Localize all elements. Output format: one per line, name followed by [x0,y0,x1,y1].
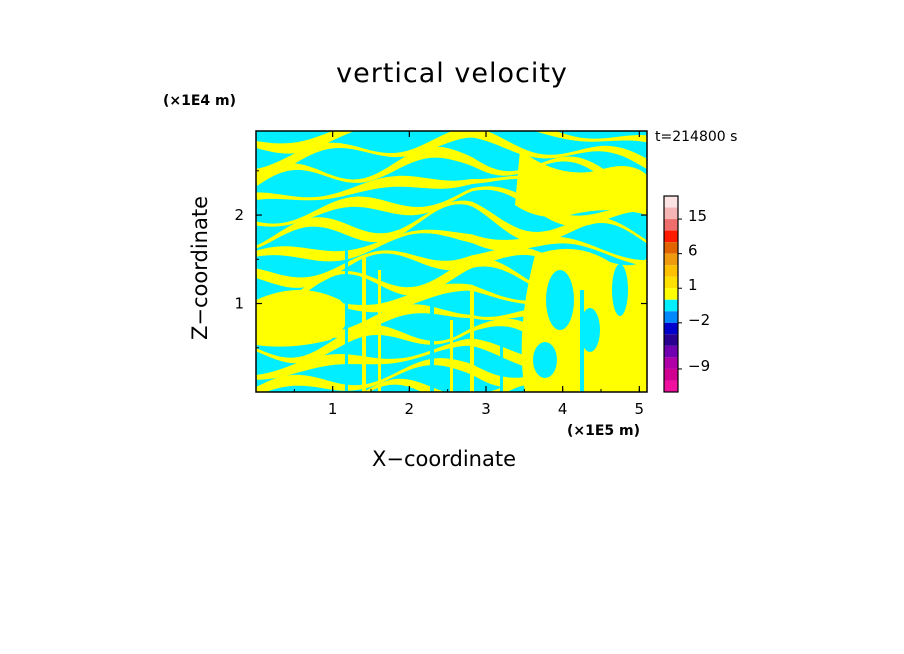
x-tick-label: 4 [558,400,568,418]
vertical-streak [615,300,619,392]
vertical-streak [598,310,601,392]
positive-band [256,131,647,180]
vertical-streak [540,280,544,392]
y-tick-label: 1 [234,295,244,313]
vertical-streak [470,290,474,392]
colorbar-segment [664,322,678,335]
plot-frame [255,130,648,393]
vertical-streak [500,330,503,392]
chart-title: vertical velocity [336,58,568,89]
colorbar-segment [664,288,678,300]
vertical-streak [560,300,563,392]
colorbar-segment [664,357,678,369]
colorbar-segment [664,196,678,208]
colorbar-segment [664,380,678,392]
positive-region [256,290,348,347]
negative-blob [546,270,574,330]
positive-band [256,358,633,392]
positive-band [256,146,647,202]
colorbar-segment [664,207,678,220]
x-tick-label: 3 [481,400,491,418]
colorbar-tick-label: −9 [688,357,710,375]
colorbar-segment [664,368,678,381]
x-axis-label: X−coordinate [372,447,516,471]
colorbar-frame [663,195,679,393]
vertical-streak [345,250,348,392]
colorbar-segment [664,276,678,289]
colorbar-tick-label: 6 [688,242,698,260]
colorbar-tick-label: 15 [688,207,707,225]
colorbar: 15 6 1 −2 −9 [663,195,710,393]
positive-band [256,257,647,315]
negative-blob [533,342,557,378]
contour-field [256,131,647,392]
positive-band [363,378,568,392]
colorbar-segment [664,242,678,254]
negative-blob [580,308,600,352]
colorbar-segment [664,334,678,346]
x-tick-label: 5 [635,400,645,418]
x-tick-label: 2 [405,400,415,418]
axes: 1 2 3 4 5 1 2 [234,131,647,418]
negative-blob [612,264,628,316]
positive-band [256,229,647,267]
colorbar-segment [664,230,678,243]
vertical-streak [450,320,453,392]
colorbar-segment [664,265,678,277]
colorbar-segment [664,299,678,312]
colorbar-segment [664,311,678,323]
x-tick-label: 1 [328,400,338,418]
y-axis-unit: (×1E4 m) [163,93,237,109]
vertical-streak [430,300,434,392]
vertical-streak [378,270,381,392]
time-annotation: t=214800 s [655,129,738,145]
colorbar-segment [664,253,678,266]
colorbar-segment [664,345,678,358]
positive-region [515,150,647,218]
colorbar-segment [664,219,678,231]
positive-band [256,131,647,154]
y-tick-label: 2 [234,206,244,224]
colorbar-tick-label: −2 [688,311,710,329]
vertical-streak [362,255,366,392]
x-axis-unit: (×1E5 m) [567,423,641,439]
colorbar-tick-label: 1 [688,276,698,294]
